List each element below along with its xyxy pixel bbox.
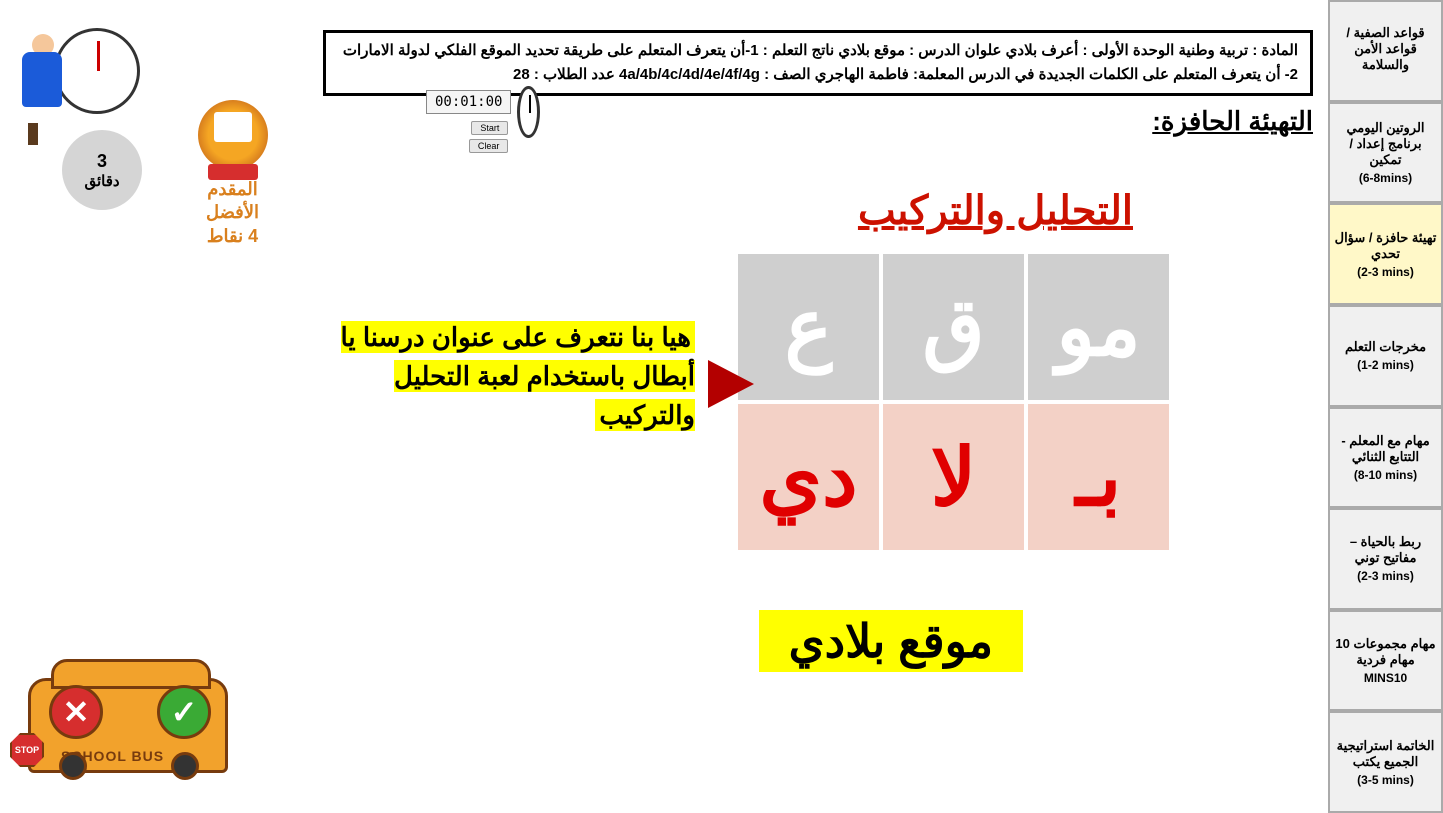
activity-title: التحليل والتركيب	[858, 188, 1133, 234]
best-presenter-badge: المقدم الأفضل 4 نقاط	[185, 100, 280, 248]
arrow-icon	[708, 360, 754, 408]
sidebar-title: مهام مع المعلم - التتابع الثنائي	[1334, 433, 1437, 465]
sidebar-item-6[interactable]: مهام مجموعات 10 مهام فردية MINS10	[1328, 610, 1443, 712]
lesson-stages-sidebar: قواعد الصفية / قواعد الأمن والسلامة الرو…	[1328, 0, 1443, 813]
answer-box: موقع بلادي	[759, 610, 1023, 672]
grid-cell[interactable]: لا	[881, 402, 1026, 552]
timer-widget: 00:01:00 Start Clear	[370, 90, 540, 154]
header-line1: المادة : تربية وطنية الوحدة الأولى : أعر…	[338, 39, 1298, 63]
minutes-badge: 3 دقائق	[62, 130, 142, 210]
sidebar-duration: (2-3 mins)	[1357, 569, 1414, 583]
grid-cell[interactable]: دي	[736, 402, 881, 552]
bus-body: ✓ ✕ SCHOOL BUS	[28, 678, 228, 773]
grid-cell[interactable]: ق	[881, 252, 1026, 402]
sidebar-item-5[interactable]: ربط بالحياة – مفاتيح توني (2-3 mins)	[1328, 508, 1443, 610]
minutes-unit: دقائق	[84, 172, 119, 190]
person-leg-icon	[28, 123, 38, 145]
grid-cell[interactable]: مو	[1026, 252, 1171, 402]
badge-line3: 4 نقاط	[185, 225, 280, 248]
grid-cell[interactable]: بـ	[1026, 402, 1171, 552]
sidebar-duration: (1-2 mins)	[1357, 358, 1414, 372]
timer-start-button[interactable]: Start	[471, 121, 508, 135]
sidebar-duration: (2-3 mins)	[1357, 265, 1414, 279]
sidebar-title: تهيئة حافزة / سؤال تحدي	[1334, 230, 1437, 262]
timer-clear-button[interactable]: Clear	[469, 139, 509, 153]
badge-line1: المقدم	[185, 178, 280, 201]
trophy-icon	[198, 100, 268, 170]
check-no-icon[interactable]: ✕	[49, 685, 103, 739]
sidebar-title: قواعد الصفية / قواعد الأمن والسلامة	[1334, 25, 1437, 73]
sidebar-title: الروتين اليومي برنامج إعداد / تمكين	[1334, 120, 1437, 168]
timer-clock-icon	[517, 86, 540, 138]
letter-grid: مو ق ع بـ لا دي	[734, 250, 1173, 554]
sidebar-item-3[interactable]: مخرجات التعلم (1-2 mins)	[1328, 305, 1443, 407]
minutes-number: 3	[97, 151, 107, 172]
sidebar-item-1[interactable]: الروتين اليومي برنامج إعداد / تمكين (6-8…	[1328, 102, 1443, 204]
sidebar-duration: (6-8mins)	[1359, 171, 1412, 185]
sidebar-duration: (8-10 mins)	[1354, 468, 1417, 482]
lesson-header: المادة : تربية وطنية الوحدة الأولى : أعر…	[323, 30, 1313, 96]
sidebar-title: مخرجات التعلم	[1345, 339, 1426, 355]
section-title: التهيئة الحافزة:	[1152, 106, 1313, 137]
person-body-icon	[22, 52, 62, 107]
sidebar-title: الخاتمة استراتيجية الجميع يكتب	[1334, 738, 1437, 770]
clock-icon	[54, 28, 140, 114]
sidebar-item-2[interactable]: تهيئة حافزة / سؤال تحدي (2-3 mins)	[1328, 203, 1443, 305]
header-line2: 2- أن يتعرف المتعلم على الكلمات الجديدة …	[338, 63, 1298, 87]
grid-cell[interactable]: ع	[736, 252, 881, 402]
sidebar-duration: (3-5 mins)	[1357, 773, 1414, 787]
sidebar-title: مهام مجموعات 10 مهام فردية	[1334, 636, 1437, 668]
sidebar-item-4[interactable]: مهام مع المعلم - التتابع الثنائي (8-10 m…	[1328, 407, 1443, 509]
wheel-icon	[171, 752, 199, 780]
instruction-callout: هيا بنا نتعرف على عنوان درسنا يا أبطال ب…	[300, 318, 695, 435]
school-bus-icon: ✓ ✕ SCHOOL BUS STOP	[18, 635, 248, 795]
sidebar-duration: MINS10	[1364, 671, 1407, 685]
wheel-icon	[59, 752, 87, 780]
callout-text: هيا بنا نتعرف على عنوان درسنا يا أبطال ب…	[341, 321, 696, 431]
check-ok-icon[interactable]: ✓	[157, 685, 211, 739]
sidebar-title: ربط بالحياة – مفاتيح توني	[1334, 534, 1437, 566]
timer-display: 00:01:00	[426, 90, 511, 114]
sidebar-item-7[interactable]: الخاتمة استراتيجية الجميع يكتب (3-5 mins…	[1328, 711, 1443, 813]
badge-line2: الأفضل	[185, 201, 280, 224]
sidebar-item-0[interactable]: قواعد الصفية / قواعد الأمن والسلامة	[1328, 0, 1443, 102]
person-clock-icon	[20, 28, 140, 133]
